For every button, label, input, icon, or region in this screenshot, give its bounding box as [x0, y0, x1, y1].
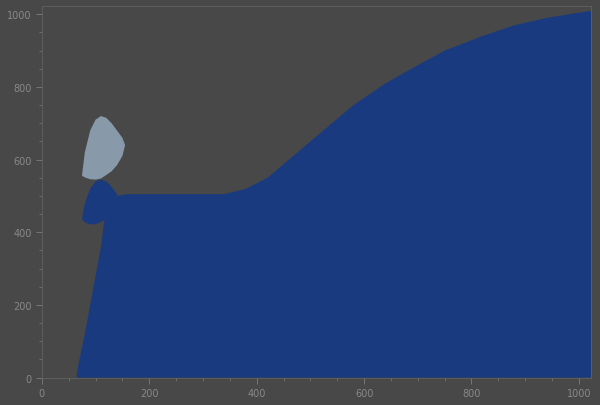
Polygon shape — [82, 180, 120, 225]
Polygon shape — [82, 117, 125, 180]
Polygon shape — [77, 7, 591, 378]
